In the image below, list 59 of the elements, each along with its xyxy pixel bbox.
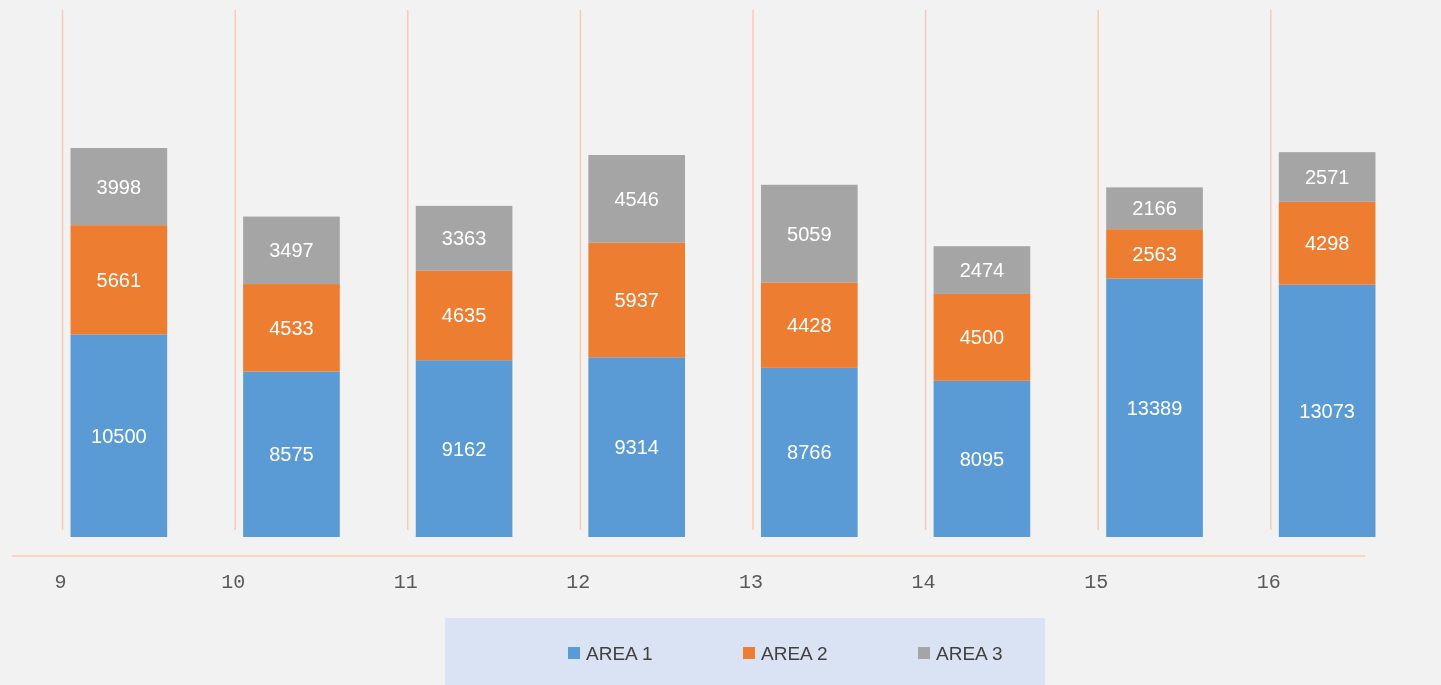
bar — [760, 184, 858, 283]
data-label: 2166 — [1132, 197, 1177, 220]
x-tick-label: 9 — [54, 571, 67, 594]
x-tick-label: 11 — [393, 571, 418, 594]
data-label: 4533 — [269, 316, 314, 339]
data-label: 4635 — [441, 304, 487, 327]
bar — [70, 148, 168, 226]
bar — [70, 225, 168, 335]
bar — [588, 357, 686, 537]
bar — [70, 334, 168, 537]
data-label: 4428 — [787, 314, 832, 337]
x-tick-label: 12 — [566, 571, 591, 594]
data-label: 3998 — [96, 175, 142, 198]
x-tick-label: 10 — [221, 571, 246, 594]
data-label: 5661 — [96, 268, 142, 291]
data-label: 4546 — [614, 187, 659, 210]
bar — [415, 270, 513, 361]
x-tick-label: 13 — [738, 571, 763, 594]
bar — [1278, 201, 1376, 285]
legend-label: AREA 3 — [936, 642, 1003, 664]
bar — [415, 205, 513, 271]
data-label: 13073 — [1299, 399, 1355, 422]
legend-label: AREA 2 — [761, 642, 828, 664]
data-label: 3363 — [441, 227, 487, 250]
x-tick-label: 14 — [911, 571, 936, 594]
bar — [243, 216, 340, 285]
data-label: 2474 — [959, 259, 1005, 282]
bar — [1278, 152, 1376, 202]
bar — [933, 293, 1031, 381]
data-label: 8575 — [269, 443, 314, 466]
x-tick-label: 16 — [1256, 571, 1281, 594]
data-label: 9314 — [614, 436, 659, 459]
data-label: 5937 — [614, 288, 659, 311]
bar — [588, 242, 686, 358]
bar — [243, 284, 340, 372]
data-label: 3497 — [269, 239, 314, 262]
data-label: 9162 — [441, 437, 487, 460]
bar — [415, 360, 513, 537]
bar — [933, 380, 1031, 537]
data-label: 4298 — [1304, 232, 1350, 255]
bar — [1106, 187, 1203, 230]
bar — [243, 371, 340, 537]
bar — [588, 154, 686, 243]
data-label: 4500 — [959, 326, 1005, 349]
data-label: 8766 — [787, 441, 832, 464]
data-label: 13389 — [1126, 396, 1183, 419]
data-label: 8095 — [959, 447, 1005, 470]
bar — [760, 282, 858, 368]
data-label: 2563 — [1132, 242, 1177, 265]
data-label: 5059 — [787, 222, 832, 245]
legend-label: AREA 1 — [586, 642, 653, 664]
bar — [760, 367, 858, 537]
x-tick-label: 15 — [1084, 571, 1109, 594]
bar — [1106, 278, 1203, 537]
bar — [933, 246, 1031, 294]
bar — [1106, 229, 1203, 279]
data-label: 10500 — [91, 424, 147, 447]
data-label: 2571 — [1304, 165, 1350, 188]
bar — [1278, 284, 1376, 537]
